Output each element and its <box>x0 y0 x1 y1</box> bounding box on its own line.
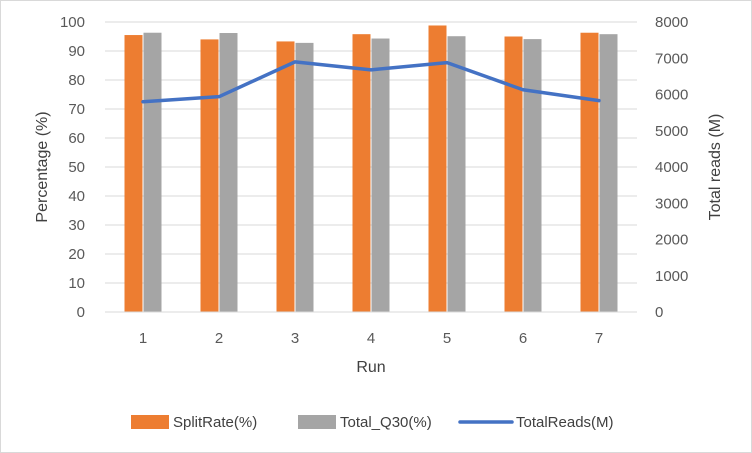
bar-total-q30-run-1 <box>143 32 162 312</box>
bar-splitrate-run-1 <box>124 35 143 313</box>
legend-item-2: Total_Q30(%) <box>298 414 432 431</box>
y2-tick-label: 6000 <box>655 87 688 104</box>
y-tick-label: 50 <box>68 159 85 176</box>
gridlines <box>105 21 637 284</box>
legend-item-3: TotalReads(M) <box>458 414 614 431</box>
x-axis-title: Run <box>356 359 385 376</box>
y-tick-label: 100 <box>60 14 85 31</box>
y-tick-label: 90 <box>68 43 85 60</box>
y-tick-label: 20 <box>68 246 85 263</box>
y2-tick-label: 2000 <box>655 232 688 249</box>
y-tick-label: 80 <box>68 72 85 89</box>
bar-splitrate-run-5 <box>428 25 447 312</box>
line-series <box>141 60 601 104</box>
x-tick-label: 7 <box>595 330 603 347</box>
y2-tick-label: 3000 <box>655 195 688 212</box>
secondary-y-axis-title: Total reads (M) <box>707 114 724 221</box>
bar-splitrate-run-6 <box>504 36 523 312</box>
bar-splitrate-run-4 <box>352 34 371 313</box>
x-tick-label: 4 <box>367 330 375 347</box>
x-tick-label: 6 <box>519 330 527 347</box>
legend-swatch <box>131 415 169 429</box>
legend: SplitRate(%) Total_Q30(%) TotalReads(M) <box>131 414 614 431</box>
y2-tick-label: 8000 <box>655 14 688 31</box>
bar-total-q30-run-7 <box>599 34 618 313</box>
axes: 0102030405060708090100010002000300040005… <box>60 14 688 347</box>
y-tick-label: 60 <box>68 130 85 147</box>
legend-swatch <box>298 415 336 429</box>
x-tick-label: 5 <box>443 330 451 347</box>
bar-total-q30-run-3 <box>295 42 314 312</box>
y2-tick-label: 4000 <box>655 159 688 176</box>
y-tick-label: 70 <box>68 101 85 118</box>
y2-tick-label: 5000 <box>655 123 688 140</box>
bar-total-q30-run-4 <box>371 38 390 312</box>
y-tick-label: 0 <box>77 304 85 321</box>
legend-label: SplitRate(%) <box>173 414 257 431</box>
bar-total-q30-run-2 <box>219 33 238 313</box>
y2-tick-label: 7000 <box>655 50 688 67</box>
y2-tick-label: 0 <box>655 304 663 321</box>
x-tick-label: 1 <box>139 330 147 347</box>
y-tick-label: 10 <box>68 275 85 292</box>
bar-splitrate-run-3 <box>276 41 295 313</box>
bar-total-q30-run-5 <box>447 36 466 313</box>
bar-splitrate-run-2 <box>200 39 219 313</box>
legend-label: TotalReads(M) <box>516 414 614 431</box>
y-tick-label: 40 <box>68 188 85 205</box>
bar-splitrate-run-7 <box>580 32 599 312</box>
legend-label: Total_Q30(%) <box>340 414 432 431</box>
legend-item-1: SplitRate(%) <box>131 414 257 431</box>
bar-total-q30-run-6 <box>523 39 542 313</box>
y-axis-title: Percentage (%) <box>34 111 51 222</box>
x-tick-label: 3 <box>291 330 299 347</box>
y-tick-label: 30 <box>68 217 85 234</box>
y2-tick-label: 1000 <box>655 268 688 285</box>
x-tick-label: 2 <box>215 330 223 347</box>
